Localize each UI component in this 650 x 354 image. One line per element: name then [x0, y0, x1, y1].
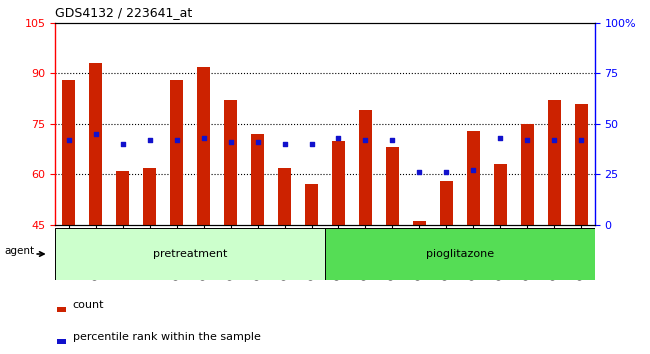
Bar [325, 228, 352, 274]
Text: GDS4132 / 223641_at: GDS4132 / 223641_at [55, 6, 192, 19]
Point [90, 131, 101, 137]
Bar [493, 164, 507, 225]
Point [172, 137, 182, 143]
Text: pretreatment: pretreatment [153, 249, 228, 259]
Text: GSM201829: GSM201829 [172, 231, 181, 276]
Bar [568, 228, 595, 274]
Bar [217, 228, 244, 274]
Bar [278, 168, 291, 225]
Point [441, 170, 452, 175]
Bar [57, 339, 66, 344]
Bar [433, 228, 460, 274]
Bar [143, 168, 157, 225]
Bar [244, 228, 271, 274]
Bar [514, 228, 541, 274]
Text: GSM201543: GSM201543 [91, 231, 100, 277]
Text: GSM201545: GSM201545 [145, 231, 154, 277]
Point [198, 135, 209, 141]
Bar [332, 141, 345, 225]
Bar [251, 134, 265, 225]
Point [226, 139, 236, 145]
Bar [163, 228, 190, 274]
Bar [385, 147, 399, 225]
Point [64, 137, 74, 143]
Text: GSM201833: GSM201833 [280, 231, 289, 277]
Bar [379, 228, 406, 274]
Text: pioglitazone: pioglitazone [426, 249, 494, 259]
Point [280, 141, 290, 147]
Bar [352, 228, 379, 274]
Point [306, 141, 317, 147]
Point [118, 141, 128, 147]
Text: GSM201841: GSM201841 [496, 231, 505, 276]
Bar [109, 228, 136, 274]
Bar [521, 124, 534, 225]
Point [144, 137, 155, 143]
Point [522, 137, 532, 143]
Text: percentile rank within the sample: percentile rank within the sample [73, 331, 261, 342]
Point [387, 137, 398, 143]
Bar [116, 171, 129, 225]
Text: GSM201542: GSM201542 [64, 231, 73, 277]
Bar [170, 80, 183, 225]
Bar [359, 110, 372, 225]
Bar [467, 131, 480, 225]
Point [576, 137, 586, 143]
Bar [547, 101, 561, 225]
Point [360, 137, 370, 143]
Point [549, 137, 560, 143]
Bar [62, 80, 75, 225]
Bar [487, 228, 514, 274]
Bar [406, 228, 433, 274]
Bar [271, 228, 298, 274]
Text: GSM201831: GSM201831 [226, 231, 235, 276]
Point [414, 170, 424, 175]
Text: GSM201836: GSM201836 [361, 231, 370, 277]
Text: agent: agent [5, 246, 34, 256]
Bar [325, 228, 595, 280]
Text: GSM201842: GSM201842 [523, 231, 532, 276]
Bar [197, 67, 211, 225]
Bar [57, 307, 66, 312]
Bar [460, 228, 487, 274]
Bar [541, 228, 568, 274]
Bar [190, 228, 217, 274]
Text: GSM201840: GSM201840 [469, 231, 478, 277]
Bar [575, 104, 588, 225]
Text: GSM201838: GSM201838 [415, 231, 424, 276]
Text: GSM201843: GSM201843 [550, 231, 559, 277]
Bar [413, 222, 426, 225]
Bar [224, 101, 237, 225]
Bar [305, 184, 318, 225]
Text: count: count [73, 300, 104, 310]
Bar [136, 228, 163, 274]
Text: GSM201839: GSM201839 [442, 231, 451, 277]
Text: GSM201844: GSM201844 [577, 231, 586, 277]
Bar [82, 228, 109, 274]
Text: GSM201832: GSM201832 [253, 231, 262, 276]
Bar [298, 228, 325, 274]
Point [468, 167, 478, 173]
Point [495, 135, 506, 141]
Point [333, 135, 344, 141]
Text: GSM201837: GSM201837 [388, 231, 397, 277]
Text: GSM201544: GSM201544 [118, 231, 127, 277]
Bar [439, 181, 453, 225]
Text: GSM201830: GSM201830 [199, 231, 208, 277]
Point [252, 139, 263, 145]
Text: GSM201834: GSM201834 [307, 231, 316, 277]
Bar [89, 63, 103, 225]
Bar [55, 228, 83, 274]
Bar [55, 228, 325, 280]
Text: GSM201835: GSM201835 [334, 231, 343, 277]
